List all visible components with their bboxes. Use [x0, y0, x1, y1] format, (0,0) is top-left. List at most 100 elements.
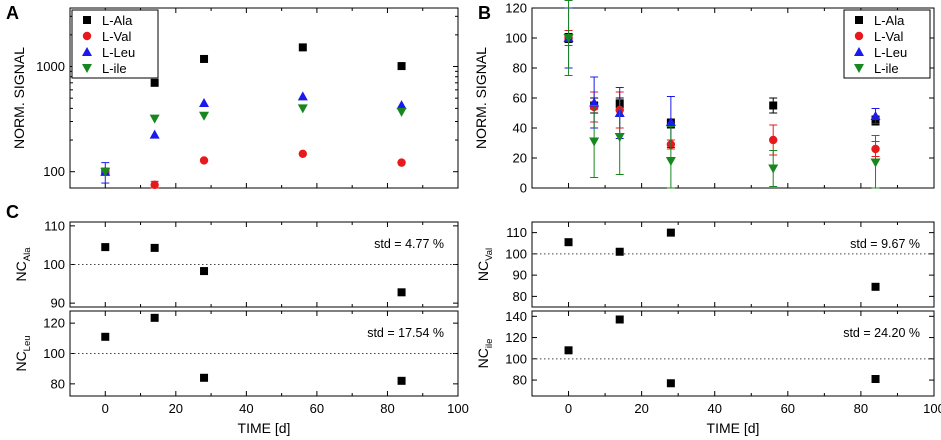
data-point-ile	[563, 34, 574, 43]
data-point-ala	[397, 62, 406, 71]
legend-label: L-Ala	[874, 13, 905, 28]
x-tick-label: 60	[781, 401, 795, 416]
y-tick-label: 90	[513, 268, 527, 283]
legend-label: L-Val	[102, 29, 131, 44]
y-tick-label: 80	[513, 61, 527, 76]
y-tick-label: 60	[513, 91, 527, 106]
data-point-ile	[149, 114, 160, 124]
y-axis-label-main: NC	[13, 351, 29, 371]
panel-C2: 80 100 120 0 20 40 60 80 100 std = 17.54 % NCLeu TI…	[13, 310, 469, 436]
y-tick-label: 40	[513, 121, 527, 136]
data-point-ile	[199, 111, 210, 121]
y-axis-label: NORM. SIGNAL	[11, 47, 27, 149]
plot-frame	[531, 310, 935, 397]
x-tick-label: 80	[380, 401, 394, 416]
std-annotation: std = 9.67 %	[850, 237, 920, 251]
data-point-ala	[150, 243, 159, 252]
data-point-ala	[615, 315, 624, 324]
x-axis-label: TIME [d]	[238, 420, 291, 436]
data-point-ala	[150, 313, 159, 322]
y-tick-label: 0	[520, 181, 527, 196]
x-tick-label: 20	[169, 401, 183, 416]
legend-marker-val	[82, 31, 92, 41]
legend-label: L-ile	[874, 61, 899, 76]
data-point-ala	[564, 238, 573, 247]
data-point-leu	[665, 117, 676, 126]
data-point-ala	[101, 332, 110, 341]
y-axis-label: NCile	[475, 339, 495, 369]
data-point-leu	[199, 97, 210, 107]
y-axis-label-subscript: ile	[484, 339, 495, 349]
y-axis-label: NCLeu	[13, 335, 33, 371]
data-point-val	[199, 156, 209, 165]
legend-label: L-Ala	[102, 13, 133, 28]
x-tick-label: 100	[923, 401, 941, 416]
x-tick-label: 0	[565, 401, 572, 416]
x-tick-label: 60	[310, 401, 324, 416]
y-axis-label-subscript: Leu	[22, 335, 33, 351]
data-point-ile	[297, 104, 308, 114]
y-tick-label: 100	[43, 346, 65, 361]
legend-label: L-Val	[874, 29, 903, 44]
y-axis-label: NCAla	[13, 247, 33, 282]
x-tick-label: 40	[239, 401, 253, 416]
y-tick-label: 80	[513, 373, 527, 388]
data-point-ala	[397, 288, 406, 297]
data-point-ala	[200, 54, 209, 63]
data-point-val	[298, 149, 307, 158]
data-point-leu	[396, 100, 407, 110]
legend-marker-ala	[83, 16, 91, 24]
legend-marker-ile	[82, 64, 92, 73]
data-point-ile	[396, 107, 407, 117]
y-axis-label-subscript: Ala	[22, 247, 33, 261]
legend-marker-leu	[854, 47, 864, 56]
data-point-ala	[150, 78, 159, 87]
y-tick-label: 120	[505, 1, 527, 16]
legend-marker-leu	[82, 47, 92, 56]
panel-D2: 80 100 120 140 0 20 40 60 80 100 std = 24.20 % NCil…	[475, 309, 941, 436]
std-annotation: std = 24.20 %	[843, 326, 920, 340]
data-point-ala	[769, 101, 778, 110]
legend-marker-val	[854, 31, 864, 41]
data-point-ile	[768, 164, 779, 174]
y-axis-label-main: NC	[475, 348, 491, 368]
x-tick-label: 0	[102, 401, 109, 416]
x-axis-label: TIME [d]	[707, 420, 760, 436]
data-point-ala	[298, 43, 307, 52]
panel-label: A	[6, 3, 19, 23]
data-point-val	[769, 135, 778, 145]
y-tick-label: 120	[505, 330, 527, 345]
legend-marker-ala	[855, 16, 863, 24]
data-point-val	[397, 158, 406, 167]
panel-C1: 90 100 110 std = 4.77 % NCAla C	[6, 202, 459, 311]
y-tick-label: 80	[513, 289, 527, 304]
data-point-ala	[200, 373, 209, 382]
y-axis-label-subscript: Val	[484, 248, 495, 261]
y-tick-label: 90	[51, 296, 65, 311]
data-point-ile	[870, 158, 881, 168]
x-tick-label: 80	[854, 401, 868, 416]
data-point-leu	[297, 91, 308, 101]
y-tick-label: 100	[505, 246, 527, 261]
y-tick-label: 1000	[36, 59, 65, 74]
data-point-ala	[871, 282, 880, 291]
data-point-ala	[200, 267, 209, 276]
data-point-ala	[615, 247, 624, 256]
x-tick-label: 40	[707, 401, 721, 416]
plot-frame	[531, 221, 935, 308]
y-tick-label: 80	[51, 376, 65, 391]
data-point-ala	[666, 379, 675, 388]
legend-label: L-Leu	[874, 45, 907, 60]
data-point-ala	[397, 376, 406, 385]
y-tick-label: 100	[43, 257, 65, 272]
y-tick-label: 120	[43, 316, 65, 331]
data-point-val	[150, 180, 159, 190]
legend-marker-ile	[854, 64, 864, 73]
panel-label: C	[6, 202, 19, 222]
x-tick-label: 100	[447, 401, 469, 416]
legend-label: L-ile	[102, 61, 127, 76]
y-tick-label: 140	[505, 309, 527, 324]
